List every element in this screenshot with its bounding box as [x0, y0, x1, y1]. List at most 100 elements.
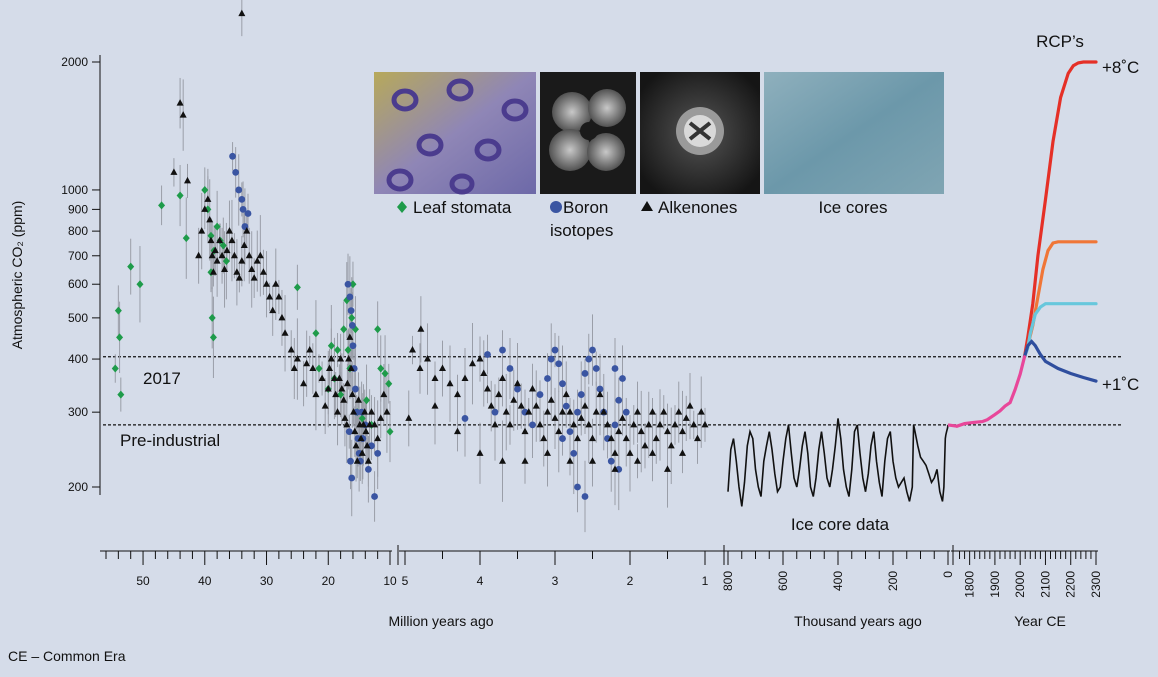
alkenones-point — [225, 227, 233, 234]
alkenones-point — [380, 390, 388, 398]
alkenones-point — [337, 355, 345, 362]
alkenones-point — [585, 420, 593, 428]
alkenones-point — [377, 414, 385, 421]
boron-isotopes-point — [346, 293, 354, 301]
alkenones-point — [664, 427, 671, 435]
leaf-stomata-point — [111, 364, 119, 373]
boron-isotopes-point — [347, 457, 354, 465]
alkenones-point — [290, 364, 298, 372]
alkenones-point — [218, 251, 226, 259]
y-tick-label: 900 — [68, 202, 88, 216]
alkenones-point — [439, 364, 446, 372]
boron-isotopes-point — [562, 402, 570, 410]
alkenones-point — [312, 390, 320, 398]
x-axis-title: Thousand years ago — [794, 613, 922, 629]
alkenones-point — [361, 408, 369, 415]
x-tick-label: 40 — [198, 574, 212, 588]
reference-label: Pre-industrial — [120, 431, 220, 450]
alkenones-point — [600, 408, 608, 415]
leaf-stomata-point — [158, 201, 166, 210]
boron-isotopes-point — [491, 408, 499, 416]
alkenones-point — [240, 241, 248, 249]
alkenones-point — [484, 385, 491, 392]
alkenones-point — [506, 420, 514, 428]
alkenones-point — [213, 257, 221, 264]
alkenones-point — [667, 441, 675, 449]
reference-label: 2017 — [143, 369, 181, 388]
ice-cores-photo — [764, 72, 944, 194]
x-tick-label: 2300 — [1089, 571, 1103, 598]
legend-label-ice-cores: Ice cores — [819, 198, 888, 217]
alkenones-point — [341, 414, 349, 421]
x-tick-label: 2100 — [1038, 571, 1052, 598]
boron-isotopes-point — [235, 186, 243, 194]
boron-isotopes-point — [577, 391, 585, 398]
alkenones-point — [652, 434, 660, 442]
alkenones-point — [357, 434, 365, 442]
y-tick-label: 1000 — [61, 183, 88, 197]
rcp-annotation-low: +1˚C — [1102, 375, 1139, 394]
alkenones-point — [536, 420, 544, 428]
alkenones-point — [540, 434, 548, 442]
y-tick-label: 2000 — [61, 55, 88, 69]
alkenones-point — [604, 420, 611, 428]
leaf-stomata-point — [182, 234, 190, 243]
x-tick-label: 600 — [776, 571, 790, 591]
leaf-stomata-point — [344, 346, 352, 355]
series-boron-isotopes — [229, 152, 630, 500]
y-tick-label: 200 — [68, 480, 88, 494]
ice-core-label: Ice core data — [791, 515, 890, 534]
alkenones-point — [502, 408, 510, 415]
alkenones-point — [343, 379, 351, 387]
leaf-stomata-point — [349, 280, 357, 289]
alkenones-point — [615, 427, 623, 435]
alkenones-point — [207, 236, 215, 244]
leaf-stomata-point — [136, 280, 144, 289]
x-tick-label: 2 — [627, 574, 634, 588]
alkenones-point — [211, 246, 219, 254]
alkenones-point — [499, 374, 506, 382]
alkenones-point — [216, 236, 224, 244]
alkenones-point — [630, 420, 638, 428]
alkenones-point — [686, 402, 694, 409]
leaf-stomata-point — [209, 333, 217, 342]
boron-isotopes-point — [238, 196, 246, 203]
alkenones-point — [495, 390, 503, 398]
x-tick-label: 30 — [260, 574, 274, 588]
alkenones-point — [697, 408, 705, 415]
alkenones-point — [201, 205, 209, 212]
alkenones-point — [223, 246, 231, 254]
alkenones-point — [362, 427, 370, 435]
alkenones-point — [525, 408, 533, 415]
boron-isotopes-point — [559, 380, 566, 388]
x-tick-label: 20 — [322, 574, 336, 588]
alkenones-point — [233, 268, 241, 275]
alkenones-point — [176, 99, 184, 106]
alkenones-point — [521, 427, 529, 435]
alkenones-point — [363, 441, 371, 449]
boron-isotopes-point — [352, 385, 359, 393]
y-tick-label: 500 — [68, 311, 88, 325]
alkenones-point — [476, 355, 484, 362]
x-axis-title: Year CE — [1014, 613, 1066, 629]
leaf-stomata-point — [327, 341, 335, 350]
alkenones-point — [347, 364, 355, 372]
alkenones-point — [374, 434, 382, 442]
rcp-line-rcp85 — [1022, 60, 1098, 359]
boron-isotopes-point — [349, 342, 357, 350]
footnote: CE – Common Era — [8, 648, 126, 664]
boron-isotopes-point — [566, 428, 574, 436]
alkenones-point — [245, 251, 253, 259]
alkenones-point — [366, 420, 374, 428]
x-tick-label: 50 — [136, 574, 150, 588]
leaf-stomata-point — [114, 306, 122, 315]
alkenones-point — [198, 227, 206, 234]
leaf-stomata-point — [337, 390, 345, 399]
leaf-stomata-point — [334, 346, 342, 355]
alkenones-point — [690, 420, 698, 428]
x-tick-label: 4 — [477, 574, 484, 588]
alkenones-point — [238, 9, 246, 17]
legend-label-alkenones: Alkenones — [658, 198, 737, 217]
alkenones-point — [230, 251, 238, 259]
